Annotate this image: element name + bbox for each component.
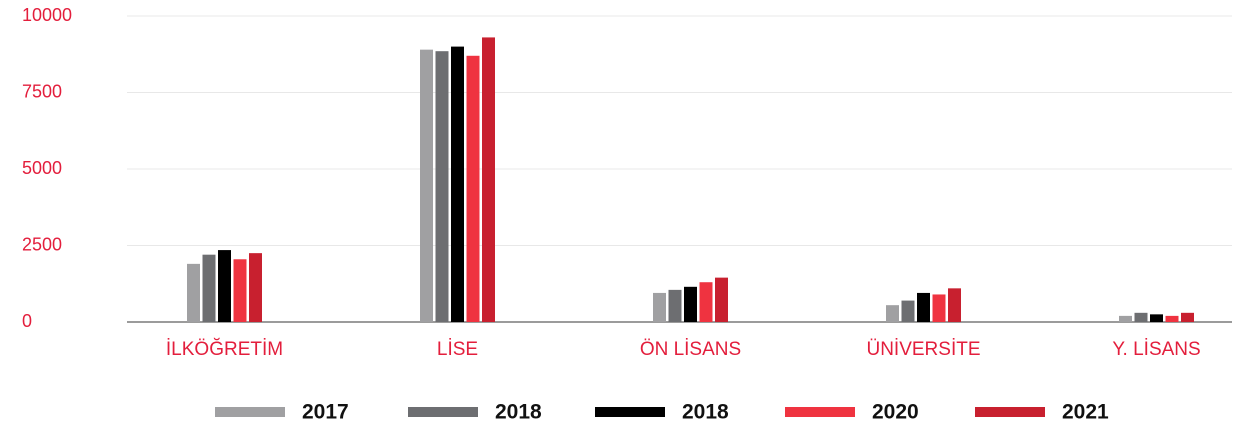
y-tick-label: 7500 xyxy=(22,81,62,101)
x-tick-label: LİSE xyxy=(437,339,478,360)
legend-label: 2017 xyxy=(302,401,349,424)
bar xyxy=(202,254,216,322)
y-tick-label: 0 xyxy=(22,311,32,331)
x-tick-label: ÜNİVERSİTE xyxy=(866,339,980,360)
bar xyxy=(1181,312,1194,322)
legend-swatch xyxy=(408,407,478,417)
y-tick-label: 5000 xyxy=(22,158,62,178)
legend-label: 2018 xyxy=(682,401,729,424)
bar xyxy=(249,253,262,322)
bar xyxy=(451,46,464,322)
legend-label: 2021 xyxy=(1062,401,1109,424)
bar xyxy=(420,49,433,322)
x-tick-label: Y. LİSANS xyxy=(1112,339,1200,360)
bar xyxy=(482,37,495,323)
bar xyxy=(1150,314,1163,322)
bar xyxy=(466,55,480,322)
bar xyxy=(699,282,713,322)
bar xyxy=(684,286,697,322)
bar xyxy=(435,51,449,322)
legend-swatch xyxy=(215,407,285,417)
bar xyxy=(715,277,728,322)
bar xyxy=(653,292,666,322)
bar xyxy=(187,263,200,322)
legend-label: 2018 xyxy=(495,401,542,424)
bar xyxy=(886,305,899,322)
legend-swatch xyxy=(595,407,665,417)
bar xyxy=(901,300,915,322)
bar xyxy=(668,289,682,322)
x-tick-label: ÖN LİSANS xyxy=(640,339,741,360)
legend-label: 2020 xyxy=(872,401,919,424)
bar xyxy=(1165,315,1179,322)
x-tick-label: İLKÖĞRETİM xyxy=(166,338,283,360)
bar xyxy=(917,292,930,322)
bar xyxy=(1134,312,1148,322)
bar xyxy=(233,259,247,322)
bar xyxy=(932,294,946,322)
bar xyxy=(948,288,961,322)
y-tick-label: 2500 xyxy=(22,234,62,254)
y-tick-label: 10000 xyxy=(22,5,72,25)
bar xyxy=(1119,315,1132,322)
bar xyxy=(218,250,231,322)
legend-swatch xyxy=(785,407,855,417)
legend-swatch xyxy=(975,407,1045,417)
